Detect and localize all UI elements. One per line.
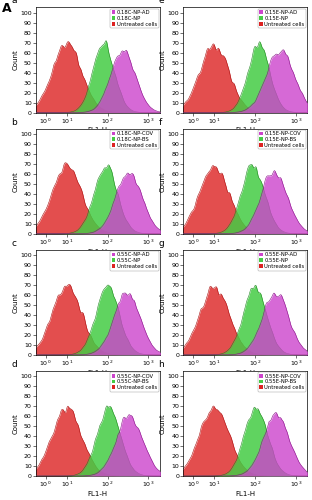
X-axis label: FL1-H: FL1-H — [88, 128, 108, 134]
Y-axis label: Count: Count — [160, 50, 166, 70]
Text: h: h — [158, 360, 164, 369]
X-axis label: FL1-H: FL1-H — [235, 370, 256, 376]
Legend: 0.18C-NP-AD, 0.18C-NP, Untreated cells: 0.18C-NP-AD, 0.18C-NP, Untreated cells — [110, 8, 159, 28]
Y-axis label: Count: Count — [13, 413, 19, 434]
Text: f: f — [158, 118, 162, 126]
Text: A: A — [2, 2, 11, 15]
Y-axis label: Count: Count — [160, 413, 166, 434]
Legend: 0.15E-NP-COV, 0.15E-NP-BS, Untreated cells: 0.15E-NP-COV, 0.15E-NP-BS, Untreated cel… — [258, 130, 306, 150]
Text: g: g — [158, 238, 164, 248]
Y-axis label: Count: Count — [13, 50, 19, 70]
Y-axis label: Count: Count — [13, 171, 19, 192]
X-axis label: FL1-H: FL1-H — [88, 491, 108, 497]
Legend: 0.55E-NP-COV, 0.55E-NP-BS, Untreated cells: 0.55E-NP-COV, 0.55E-NP-BS, Untreated cel… — [258, 372, 306, 392]
Y-axis label: Count: Count — [13, 292, 19, 312]
Legend: 0.15E-NP-AD, 0.15E-NP, Untreated cells: 0.15E-NP-AD, 0.15E-NP, Untreated cells — [258, 8, 306, 28]
Y-axis label: Count: Count — [160, 292, 166, 312]
X-axis label: FL1-H: FL1-H — [235, 128, 256, 134]
Y-axis label: Count: Count — [160, 171, 166, 192]
Text: c: c — [11, 238, 16, 248]
X-axis label: FL1-H: FL1-H — [88, 370, 108, 376]
Legend: 0.18C-NP-COV, 0.18C-NP-BS, Untreated cells: 0.18C-NP-COV, 0.18C-NP-BS, Untreated cel… — [110, 130, 159, 150]
X-axis label: FL1-H: FL1-H — [88, 248, 108, 254]
Legend: 0.55E-NP-AD, 0.55E-NP, Untreated cells: 0.55E-NP-AD, 0.55E-NP, Untreated cells — [258, 251, 306, 270]
Text: a: a — [11, 0, 17, 6]
Text: e: e — [158, 0, 164, 6]
Legend: 0.55C-NP-AD, 0.55C-NP, Untreated cells: 0.55C-NP-AD, 0.55C-NP, Untreated cells — [110, 251, 159, 270]
Text: d: d — [11, 360, 17, 369]
X-axis label: FL1-H: FL1-H — [235, 248, 256, 254]
X-axis label: FL1-H: FL1-H — [235, 491, 256, 497]
Legend: 0.55C-NP-COV, 0.55C-NP-BS, Untreated cells: 0.55C-NP-COV, 0.55C-NP-BS, Untreated cel… — [110, 372, 159, 392]
Text: b: b — [11, 118, 17, 126]
